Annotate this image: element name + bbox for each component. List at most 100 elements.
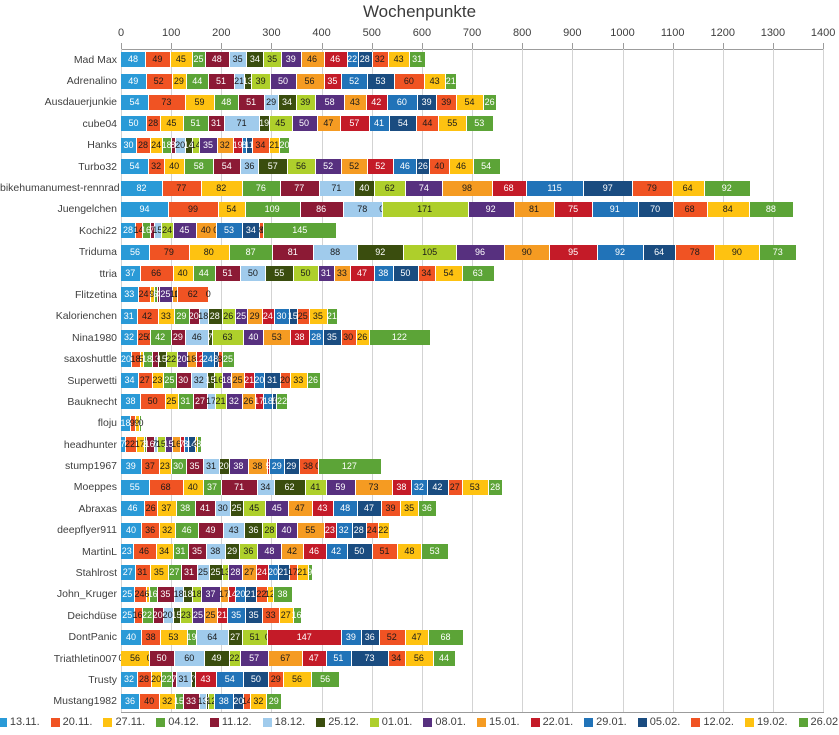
- bar-segment: [121, 73, 146, 89]
- bar-segment: [184, 94, 215, 110]
- value-label: 40: [177, 268, 188, 279]
- bar-segment: [121, 137, 137, 153]
- value-label: 22: [161, 674, 172, 685]
- value-label: 38: [252, 460, 263, 471]
- bar-segment: [152, 608, 163, 624]
- legend-item: 11.12.: [209, 716, 252, 728]
- value-label: 14: [133, 225, 144, 236]
- value-label: 34: [255, 139, 266, 150]
- bar-segment: [133, 608, 142, 624]
- value-label: 44: [422, 118, 433, 129]
- bar-segment: [266, 693, 281, 709]
- bar-segment: [160, 116, 183, 132]
- value-label: 17: [254, 396, 265, 407]
- bar-segment: [255, 586, 267, 602]
- bar-segment: [243, 373, 255, 388]
- value-label: 29: [172, 332, 183, 343]
- bar-segment: [121, 651, 150, 667]
- value-label: 46: [127, 503, 138, 514]
- bar-segment: [240, 159, 259, 175]
- axis-tick: [522, 43, 524, 49]
- value-label: 18: [191, 588, 202, 599]
- value-label: 7: [179, 439, 185, 450]
- value-label: 48: [128, 54, 139, 65]
- legend-item: 26.02.: [798, 716, 839, 728]
- value-label: 28: [123, 225, 134, 236]
- legend-swatch: [637, 717, 647, 727]
- bar-segment: [513, 201, 555, 217]
- value-label: 32: [124, 332, 135, 343]
- bar-segment: [247, 308, 262, 324]
- gridline: [371, 49, 373, 712]
- value-label: 59: [335, 481, 346, 492]
- value-label: 46: [139, 546, 150, 557]
- x-axis-tick-label: 400: [312, 27, 331, 39]
- value-label: 31: [211, 118, 222, 129]
- bar-segment: [169, 52, 193, 68]
- value-label: 21: [445, 75, 456, 86]
- value-label: 40: [248, 332, 259, 343]
- bar-segment: [191, 608, 205, 624]
- bar-segment: [172, 672, 176, 688]
- bar-segment: [472, 159, 500, 175]
- value-label: 13: [149, 353, 160, 364]
- bar-segment: [208, 73, 234, 89]
- category-label: Abraxas: [78, 502, 117, 515]
- value-label: 52: [349, 161, 360, 172]
- bar-segment: [268, 651, 303, 667]
- legend-label: 13.11.: [9, 716, 40, 728]
- bar-segment: [150, 565, 168, 581]
- bar-segment: [309, 330, 324, 346]
- value-label: 33: [160, 310, 171, 321]
- value-label: 48: [264, 546, 275, 557]
- value-label: 79: [163, 246, 174, 257]
- bar-segment: [221, 565, 229, 581]
- category-label: stump1967: [65, 460, 117, 473]
- category-label: Deichdüse: [67, 609, 117, 622]
- bar-segment: [192, 586, 202, 602]
- category-label: Ausdauerjunkie: [44, 96, 117, 109]
- bar-segment: [140, 458, 160, 474]
- value-label: 13: [242, 75, 253, 86]
- value-label: 27: [169, 567, 180, 578]
- bar-segment: [393, 159, 417, 175]
- bar-segment: [282, 672, 312, 688]
- value-label: 30: [173, 460, 184, 471]
- value-label: 29: [270, 674, 281, 685]
- bar-segment: [140, 394, 166, 410]
- value-label: 88: [765, 203, 776, 214]
- category-label: bikehumanumest-rennrad: [0, 182, 120, 195]
- bar-segment: [215, 223, 243, 239]
- bar-segment: [456, 244, 505, 260]
- bar-segment: [134, 565, 151, 581]
- value-label: 7: [190, 674, 196, 685]
- value-label: 42: [155, 332, 166, 343]
- bar-segment: [151, 351, 159, 367]
- value-label: 16: [144, 439, 155, 450]
- value-label: 31: [183, 567, 194, 578]
- value-label: 8: [258, 225, 264, 236]
- value-label: 21: [215, 396, 226, 407]
- bar-segment: [158, 351, 166, 367]
- bar-segment: [250, 73, 271, 89]
- bar-segment: [261, 308, 274, 324]
- bar-segment: [121, 522, 142, 538]
- bar-segment: [462, 266, 494, 282]
- value-label: 68: [160, 481, 171, 492]
- value-label: 24: [162, 225, 173, 236]
- legend: 13.11. 20.11. 27.11. 04.12. 11.12. 18.12. 25.1…: [0, 716, 839, 728]
- category-label: headhunter: [63, 438, 117, 451]
- bar-segment: [326, 308, 338, 324]
- bar-segment: [139, 693, 160, 709]
- bar-segment: [371, 544, 398, 560]
- value-label: 74: [418, 182, 429, 193]
- bar-segment: [192, 137, 200, 153]
- value-label: 71: [236, 118, 247, 129]
- value-label: 15: [155, 439, 166, 450]
- x-axis-tick-label: 1100: [660, 27, 685, 39]
- bar-segment: [315, 94, 345, 110]
- value-label: 84: [722, 203, 733, 214]
- bar-segment: [186, 351, 196, 367]
- value-label: 35: [189, 460, 200, 471]
- value-label: 46: [307, 54, 318, 65]
